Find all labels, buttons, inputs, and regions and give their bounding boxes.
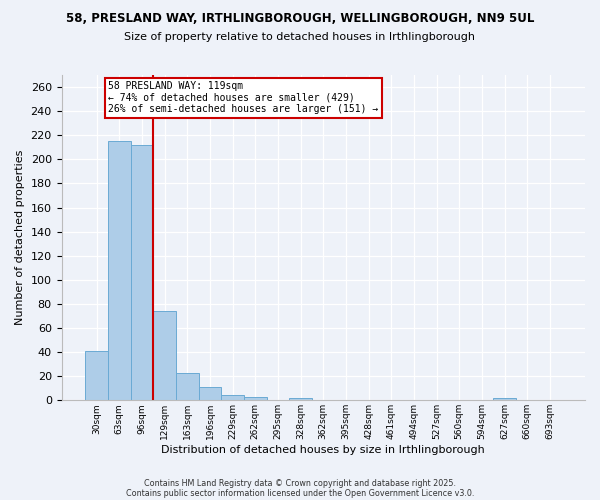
Bar: [289, 398, 312, 400]
Bar: [85, 351, 108, 401]
Bar: [154, 311, 176, 400]
Bar: [493, 398, 516, 400]
Text: Size of property relative to detached houses in Irthlingborough: Size of property relative to detached ho…: [125, 32, 476, 42]
Bar: [199, 387, 221, 400]
Bar: [176, 372, 199, 400]
Bar: [131, 145, 154, 401]
Text: 58, PRESLAND WAY, IRTHLINGBOROUGH, WELLINGBOROUGH, NN9 5UL: 58, PRESLAND WAY, IRTHLINGBOROUGH, WELLI…: [66, 12, 534, 26]
Text: Contains HM Land Registry data © Crown copyright and database right 2025.: Contains HM Land Registry data © Crown c…: [144, 478, 456, 488]
Bar: [108, 142, 131, 400]
Bar: [244, 396, 266, 400]
Bar: [221, 396, 244, 400]
X-axis label: Distribution of detached houses by size in Irthlingborough: Distribution of detached houses by size …: [161, 445, 485, 455]
Text: 58 PRESLAND WAY: 119sqm
← 74% of detached houses are smaller (429)
26% of semi-d: 58 PRESLAND WAY: 119sqm ← 74% of detache…: [108, 81, 378, 114]
Y-axis label: Number of detached properties: Number of detached properties: [15, 150, 25, 326]
Text: Contains public sector information licensed under the Open Government Licence v3: Contains public sector information licen…: [126, 488, 474, 498]
